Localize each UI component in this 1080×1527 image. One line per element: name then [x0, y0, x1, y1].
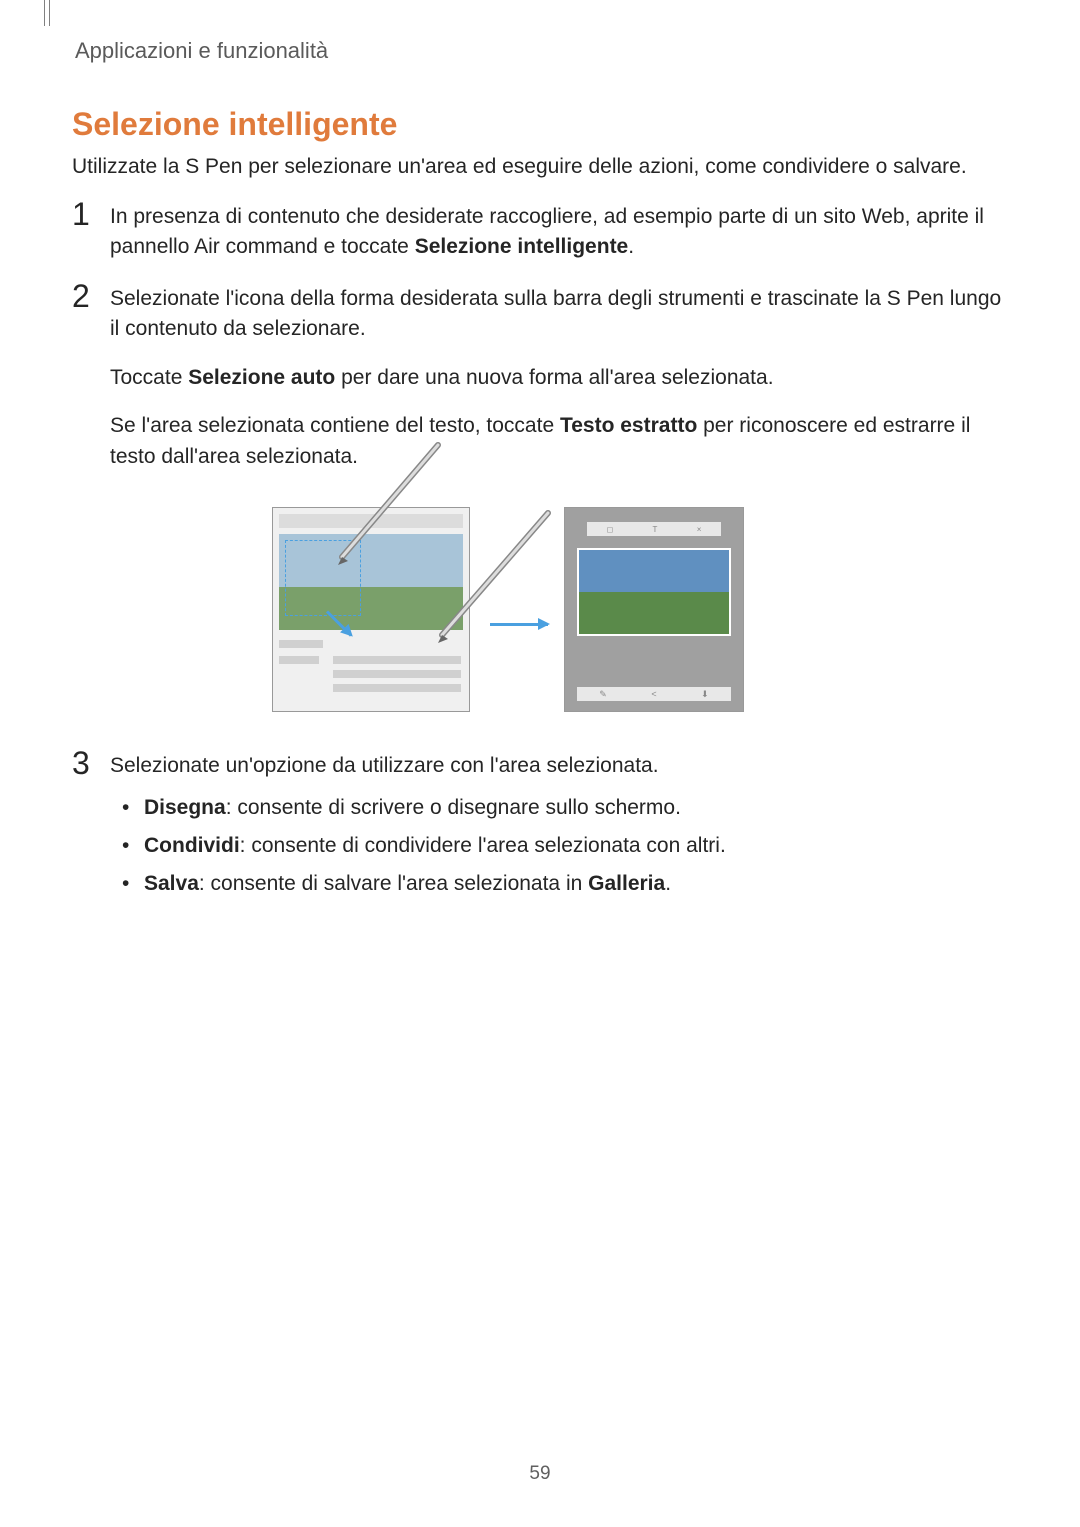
breadcrumb: Applicazioni e funzionalità [75, 38, 328, 64]
text: : consente di condividere l'area selezio… [240, 834, 726, 857]
toolbar-glyph: T [653, 525, 658, 534]
text-line [333, 670, 461, 678]
step-number: 1 [72, 196, 102, 233]
step-3: 3 Selezionate un'opzione da utilizzare c… [72, 751, 1008, 904]
section-intro: Utilizzate la S Pen per selezionare un'a… [72, 155, 967, 179]
panel-image [577, 548, 731, 636]
text-line [279, 656, 319, 664]
list-item: Salva: consente di salvare l'area selezi… [110, 867, 1008, 901]
arrow-right-icon [490, 623, 548, 626]
text-line [333, 684, 461, 692]
step-number: 3 [72, 745, 102, 782]
text: per dare una nuova forma all'area selezi… [335, 366, 773, 389]
bold-text: Condividi [144, 834, 240, 857]
page-number: 59 [529, 1463, 550, 1485]
header-mark [44, 0, 50, 26]
panel-top-toolbar: ◻ T × [587, 522, 721, 536]
step-3-text: Selezionate un'opzione da utilizzare con… [110, 751, 1008, 781]
toolbar-glyph: × [697, 525, 702, 534]
list-item: Disegna: consente di scrivere o disegnar… [110, 791, 1008, 825]
list-item: Condividi: consente di condividere l'are… [110, 829, 1008, 863]
text-line [333, 656, 461, 664]
step-1-text: In presenza di contenuto che desiderate … [110, 202, 1008, 263]
step-number: 2 [72, 278, 102, 315]
bold-text: Disegna [144, 796, 226, 819]
text: : consente di salvare l'area selezionata… [199, 872, 588, 895]
step-2-p2: Toccate Selezione auto per dare una nuov… [110, 363, 1008, 393]
panel-bottom-toolbar: ✎ < ⬇ [577, 687, 731, 701]
toolbar-glyph: < [651, 689, 656, 699]
step-2-p1: Selezionate l'icona della forma desidera… [110, 284, 1008, 345]
bold-text: Selezione intelligente [415, 235, 629, 258]
toolbar-glyph: ✎ [599, 689, 607, 700]
bold-text: Salva [144, 872, 199, 895]
text: Toccate [110, 366, 188, 389]
step-1: 1 In presenza di contenuto che desiderat… [72, 202, 1008, 281]
toolbar-glyph: ⬇ [701, 689, 709, 700]
text: . [665, 872, 671, 895]
text: : consente di scrivere o disegnare sullo… [226, 796, 681, 819]
text: Se l'area selezionata contiene del testo… [110, 414, 560, 437]
illustration-right-panel: ◻ T × ✎ < ⬇ [564, 507, 744, 712]
bullet-list: Disegna: consente di scrivere o disegnar… [110, 791, 1008, 900]
bold-text: Galleria [588, 872, 665, 895]
bold-text: Selezione auto [188, 366, 335, 389]
illustration: ◻ T × ✎ < ⬇ [272, 445, 752, 725]
toolbar-glyph: ◻ [607, 525, 614, 534]
text-line [279, 640, 323, 648]
section-title: Selezione intelligente [72, 106, 397, 143]
bold-text: Testo estratto [560, 414, 697, 437]
text: . [628, 235, 634, 258]
